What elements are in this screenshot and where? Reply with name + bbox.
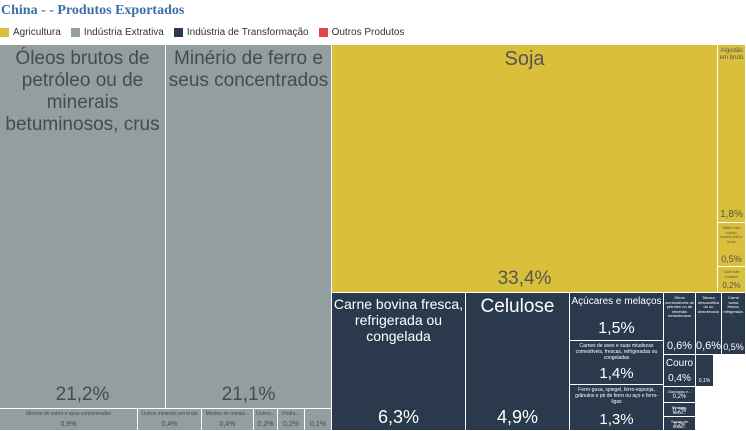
tile-value: 0,6% <box>696 340 722 352</box>
tile-value: 21,2% <box>55 384 110 405</box>
treemap-tile[interactable]: Café não torrado 0,2% <box>718 267 746 293</box>
treemap-tile[interactable]: Ferro-gusa, spiegel, ferro-esponja, grân… <box>570 385 664 431</box>
tile-value: 4,9% <box>496 407 539 427</box>
tile-label: Celulose <box>480 296 555 317</box>
legend-label-outros-produtos: Outros Produtos <box>331 26 405 38</box>
tile-label: Minério de cobre e seus concentrados <box>26 411 111 417</box>
tile-label: Pedra... <box>282 411 300 417</box>
treemap-tile[interactable]: Tabaco descaulificado ou desnervado 0,6% <box>696 293 722 355</box>
treemap-tile[interactable]: Sucos de frutas... 0,2% <box>664 417 696 431</box>
legend: Agricultura Indústria Extrativa Indústri… <box>0 25 414 39</box>
treemap-tile[interactable]: Açúcares e melaços 1,5% <box>570 293 664 341</box>
tile-value: 0,2% <box>672 408 687 414</box>
tile-value: 33,4% <box>497 268 552 289</box>
legend-swatch-outros-produtos <box>318 27 328 37</box>
tile-value: 0,2% <box>672 394 687 400</box>
tile-label: Tabaco descaulificado ou desnervado <box>698 295 719 314</box>
treemap: Óleos brutos de petróleo ou de minerais … <box>0 45 746 431</box>
treemap-tile[interactable]: 0,1% <box>696 355 714 387</box>
tile-label: Sucos de frutas... <box>671 419 688 429</box>
tile-value: 0,2% <box>257 421 274 428</box>
treemap-tile[interactable]: Outros minerais em bruto 0,4% <box>138 409 202 431</box>
tile-label: Ferro-gusa, spiegel, ferro-esponja, grân… <box>575 387 658 405</box>
tile-label: Café não torrado <box>723 269 740 279</box>
treemap-tile[interactable]: Carne suína fresca, refrigerada... 0,5% <box>722 293 746 355</box>
tile-label: Óleos brutos de petróleo ou de minerais … <box>5 48 160 135</box>
treemap-tile[interactable]: Gorduras e... 0,2% <box>664 387 696 403</box>
tile-label: Gorduras e... <box>667 389 692 394</box>
tile-label: Minério de metais... <box>205 411 250 417</box>
legend-swatch-industria-transformacao <box>173 27 183 37</box>
tile-value: 0,4% <box>219 421 236 428</box>
tile-value: 1,4% <box>599 365 634 382</box>
tile-value: 0,5% <box>721 254 742 264</box>
treemap-tile[interactable]: Pedra... 0,2% <box>278 409 305 431</box>
treemap-tile[interactable]: Minério de metais... 0,4% <box>202 409 254 431</box>
treemap-tile[interactable]: Outros... 0,2% <box>254 409 278 431</box>
legend-label-industria-extrativa: Indústria Extrativa <box>83 26 164 38</box>
tile-label: Carne bovina fresca, refrigerada ou cong… <box>333 296 464 345</box>
treemap-tile[interactable]: Minério de ferro e seus concentrados 21,1… <box>166 45 332 409</box>
legend-item-outros-produtos[interactable]: Outros Produtos <box>318 26 405 38</box>
treemap-tile[interactable]: 0,1% <box>305 409 332 431</box>
tile-value: 0,2% <box>722 281 741 290</box>
treemap-tile[interactable]: Celulose 4,9% <box>466 293 570 431</box>
tile-label: Soja <box>504 48 545 70</box>
legend-swatch-industria-extrativa <box>70 27 80 37</box>
legend-swatch-agricultura <box>0 27 9 37</box>
treemap-tile[interactable]: Algodão em bruto 1,8% <box>718 45 746 223</box>
treemap-tile[interactable]: Soja 33,4% <box>332 45 718 293</box>
tile-value: 1,3% <box>599 411 634 428</box>
tile-label: Carnes de aves e suas miudezas comestíve… <box>575 343 658 361</box>
treemap-tile[interactable]: Milho não moído, exceto milho doce 0,5% <box>718 223 746 267</box>
tile-value: 0,4% <box>161 421 178 428</box>
tile-label: Milho não moído, exceto milho doce <box>720 225 743 244</box>
legend-label-industria-transformacao: Indústria de Transformação <box>186 26 309 38</box>
tile-label: Óleos combustíveis de petróleo ou de min… <box>665 295 694 319</box>
tile-value: 6,3% <box>377 407 420 427</box>
chart-title: China - - Produtos Exportados <box>1 3 185 18</box>
treemap-tile[interactable]: Minério de cobre e seus concentrados 0,9% <box>0 409 138 431</box>
tile-value: 0,4% <box>668 373 691 384</box>
tile-label: Outros... <box>255 411 276 417</box>
tile-value: 0,5% <box>723 342 744 352</box>
tile-label: Outros minerais em bruto <box>141 411 198 417</box>
tile-label: Algodão em bruto <box>719 48 744 61</box>
treemap-tile[interactable]: Couro 0,4% <box>664 355 696 387</box>
tile-value: 21,1% <box>221 384 276 405</box>
legend-item-industria-transformacao[interactable]: Indústria de Transformação <box>173 26 309 38</box>
tile-label: Minério de ferro e seus concentrados <box>168 48 329 91</box>
tile-value: 0,9% <box>60 421 77 428</box>
tile-label: Couro <box>665 358 694 369</box>
tile-value: 0,1% <box>310 421 326 428</box>
tile-value: 0,2% <box>673 422 686 428</box>
legend-item-industria-extrativa[interactable]: Indústria Extrativa <box>70 26 164 38</box>
tile-value: 0,2% <box>283 421 299 428</box>
treemap-tile[interactable]: Carnes de aves e suas miudezas comestíve… <box>570 341 664 385</box>
tile-value: 0,1% <box>698 378 711 384</box>
tile-label: Açúcares e melaços <box>571 296 662 307</box>
treemap-tile[interactable]: Resinas, tendo... 0,2% <box>664 403 696 417</box>
legend-item-agricultura[interactable]: Agricultura <box>0 27 61 38</box>
treemap-tile[interactable]: Óleos combustíveis de petróleo ou de min… <box>664 293 696 355</box>
legend-label-agricultura: Agricultura <box>13 26 61 38</box>
tile-label: Resinas, tendo... <box>671 405 688 415</box>
treemap-tile[interactable]: Óleos brutos de petróleo ou de minerais … <box>0 45 166 409</box>
tile-value: 1,8% <box>720 209 743 220</box>
tile-value: 0,6% <box>666 340 693 352</box>
tile-value: 1,5% <box>598 320 635 337</box>
treemap-tile[interactable]: Carne bovina fresca, refrigerada ou cong… <box>332 293 466 431</box>
tile-label: Carne suína fresca, refrigerada... <box>723 295 744 319</box>
